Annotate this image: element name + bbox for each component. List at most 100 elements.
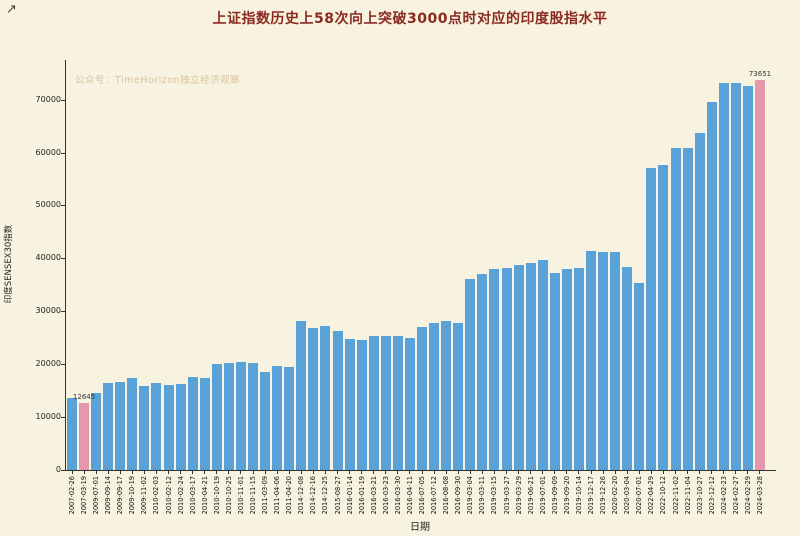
- x-tick-label: 2016-01-19: [357, 476, 366, 515]
- y-tick-label: 0: [55, 465, 61, 474]
- x-tick-label: 2010-10-19: [212, 476, 221, 515]
- x-tick: [216, 471, 218, 474]
- x-tick-label: 2014-12-08: [297, 476, 306, 515]
- x-tick: [530, 471, 532, 474]
- x-tick: [131, 471, 133, 474]
- x-tick-label: 2019-10-14: [574, 476, 583, 515]
- x-tick: [349, 471, 351, 474]
- x-tick-label: 2016-03-23: [381, 476, 390, 515]
- y-tick: [61, 258, 65, 260]
- x-tick-label: 2019-03-15: [490, 476, 499, 515]
- bar: [634, 282, 645, 470]
- bar: [477, 273, 488, 470]
- x-tick: [180, 471, 182, 474]
- bar: [658, 165, 669, 470]
- x-tick-label: 2024-02-29: [743, 476, 752, 515]
- x-tick: [83, 471, 85, 474]
- x-tick-label: 2007-02-26: [68, 476, 76, 515]
- x-tick: [397, 471, 399, 474]
- x-tick: [542, 471, 544, 474]
- x-tick-label: 2022-11-04: [683, 476, 692, 515]
- y-tick: [61, 99, 65, 101]
- x-tick: [445, 471, 447, 474]
- bar: [404, 338, 415, 470]
- y-axis-label: 印度SENSEX30指数: [4, 224, 14, 304]
- bar: [127, 378, 138, 470]
- bar: [175, 384, 186, 470]
- bar: [163, 384, 174, 470]
- x-tick: [590, 471, 592, 474]
- x-tick: [481, 471, 483, 474]
- bar: [284, 366, 295, 470]
- x-tick-label: 2011-04-20: [285, 476, 294, 515]
- y-tick: [61, 417, 65, 419]
- x-tick-label: 2010-11-15: [249, 476, 258, 515]
- bar: [754, 80, 765, 470]
- x-tick-label: 2024-02-23: [719, 476, 728, 515]
- x-axis-label: 日期: [410, 522, 430, 533]
- x-tick-label: 2020-02-20: [611, 476, 620, 515]
- bar: [513, 265, 524, 470]
- x-tick-label: 2020-03-04: [623, 476, 632, 515]
- x-tick: [385, 471, 387, 474]
- x-tick-label: 2019-07-01: [538, 476, 547, 515]
- y-tick-label: 50000: [35, 200, 61, 210]
- x-tick: [566, 471, 568, 474]
- x-tick-label: 2022-04-29: [647, 476, 656, 515]
- x-tick: [228, 471, 230, 474]
- bar: [525, 262, 536, 470]
- y-tick-label: 40000: [35, 253, 61, 263]
- bar: [573, 267, 584, 470]
- x-tick-label: 2019-03-27: [502, 476, 511, 515]
- x-tick: [276, 471, 278, 474]
- x-tick: [300, 471, 302, 474]
- bar: [368, 336, 379, 470]
- x-tick-label: 2016-07-12: [430, 476, 439, 515]
- y-tick-label: 30000: [35, 306, 61, 316]
- x-tick-label: 2009-11-02: [140, 476, 149, 515]
- bar: [489, 268, 500, 470]
- x-tick: [409, 471, 411, 474]
- x-tick: [578, 471, 580, 474]
- x-axis-line: [65, 470, 776, 471]
- bar: [308, 328, 319, 470]
- bar: [465, 279, 476, 470]
- x-tick: [421, 471, 423, 474]
- bar: [537, 260, 548, 470]
- x-tick-label: 2016-03-30: [393, 476, 402, 515]
- bar: [199, 377, 210, 470]
- bar: [453, 322, 464, 470]
- bar: [646, 168, 657, 470]
- chart-title: 上证指数历史上58次向上突破3000点时对应的印度股指水平: [212, 11, 608, 27]
- bar: [332, 331, 343, 470]
- y-tick: [61, 205, 65, 207]
- x-tick-label: 2010-10-25: [224, 476, 233, 515]
- x-tick-label: 2010-03-17: [188, 476, 197, 515]
- x-tick: [518, 471, 520, 474]
- x-tick: [240, 471, 242, 474]
- x-tick-label: 2010-11-01: [236, 476, 245, 515]
- x-tick: [759, 471, 761, 474]
- x-tick: [192, 471, 194, 474]
- bar: [115, 381, 126, 470]
- x-tick-label: 2009-09-14: [104, 476, 113, 515]
- x-tick-label: 2019-06-21: [526, 476, 535, 515]
- x-tick: [204, 471, 206, 474]
- bar: [682, 147, 693, 470]
- bar: [610, 252, 621, 470]
- x-tick-label: 2016-03-21: [369, 476, 378, 515]
- x-tick: [457, 471, 459, 474]
- x-tick: [143, 471, 145, 474]
- y-tick: [61, 470, 65, 471]
- bar: [211, 364, 222, 470]
- x-tick: [602, 471, 604, 474]
- bar: [380, 335, 391, 470]
- y-tick: [61, 311, 65, 313]
- x-tick-label: 2019-12-17: [587, 476, 595, 515]
- bar: [718, 83, 729, 470]
- x-tick: [675, 471, 676, 474]
- x-tick-label: 2016-08-08: [442, 476, 451, 515]
- x-tick: [687, 471, 689, 474]
- bar: [151, 382, 162, 470]
- x-tick: [107, 471, 109, 474]
